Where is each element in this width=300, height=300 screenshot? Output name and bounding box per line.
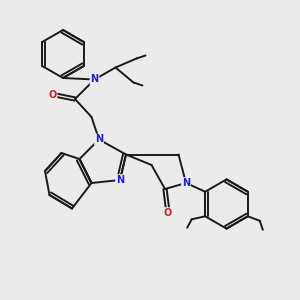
- Text: O: O: [164, 208, 172, 218]
- Text: N: N: [182, 178, 190, 188]
- Text: N: N: [90, 74, 99, 85]
- Text: N: N: [95, 134, 103, 145]
- Text: O: O: [48, 89, 57, 100]
- Text: N: N: [116, 175, 124, 185]
